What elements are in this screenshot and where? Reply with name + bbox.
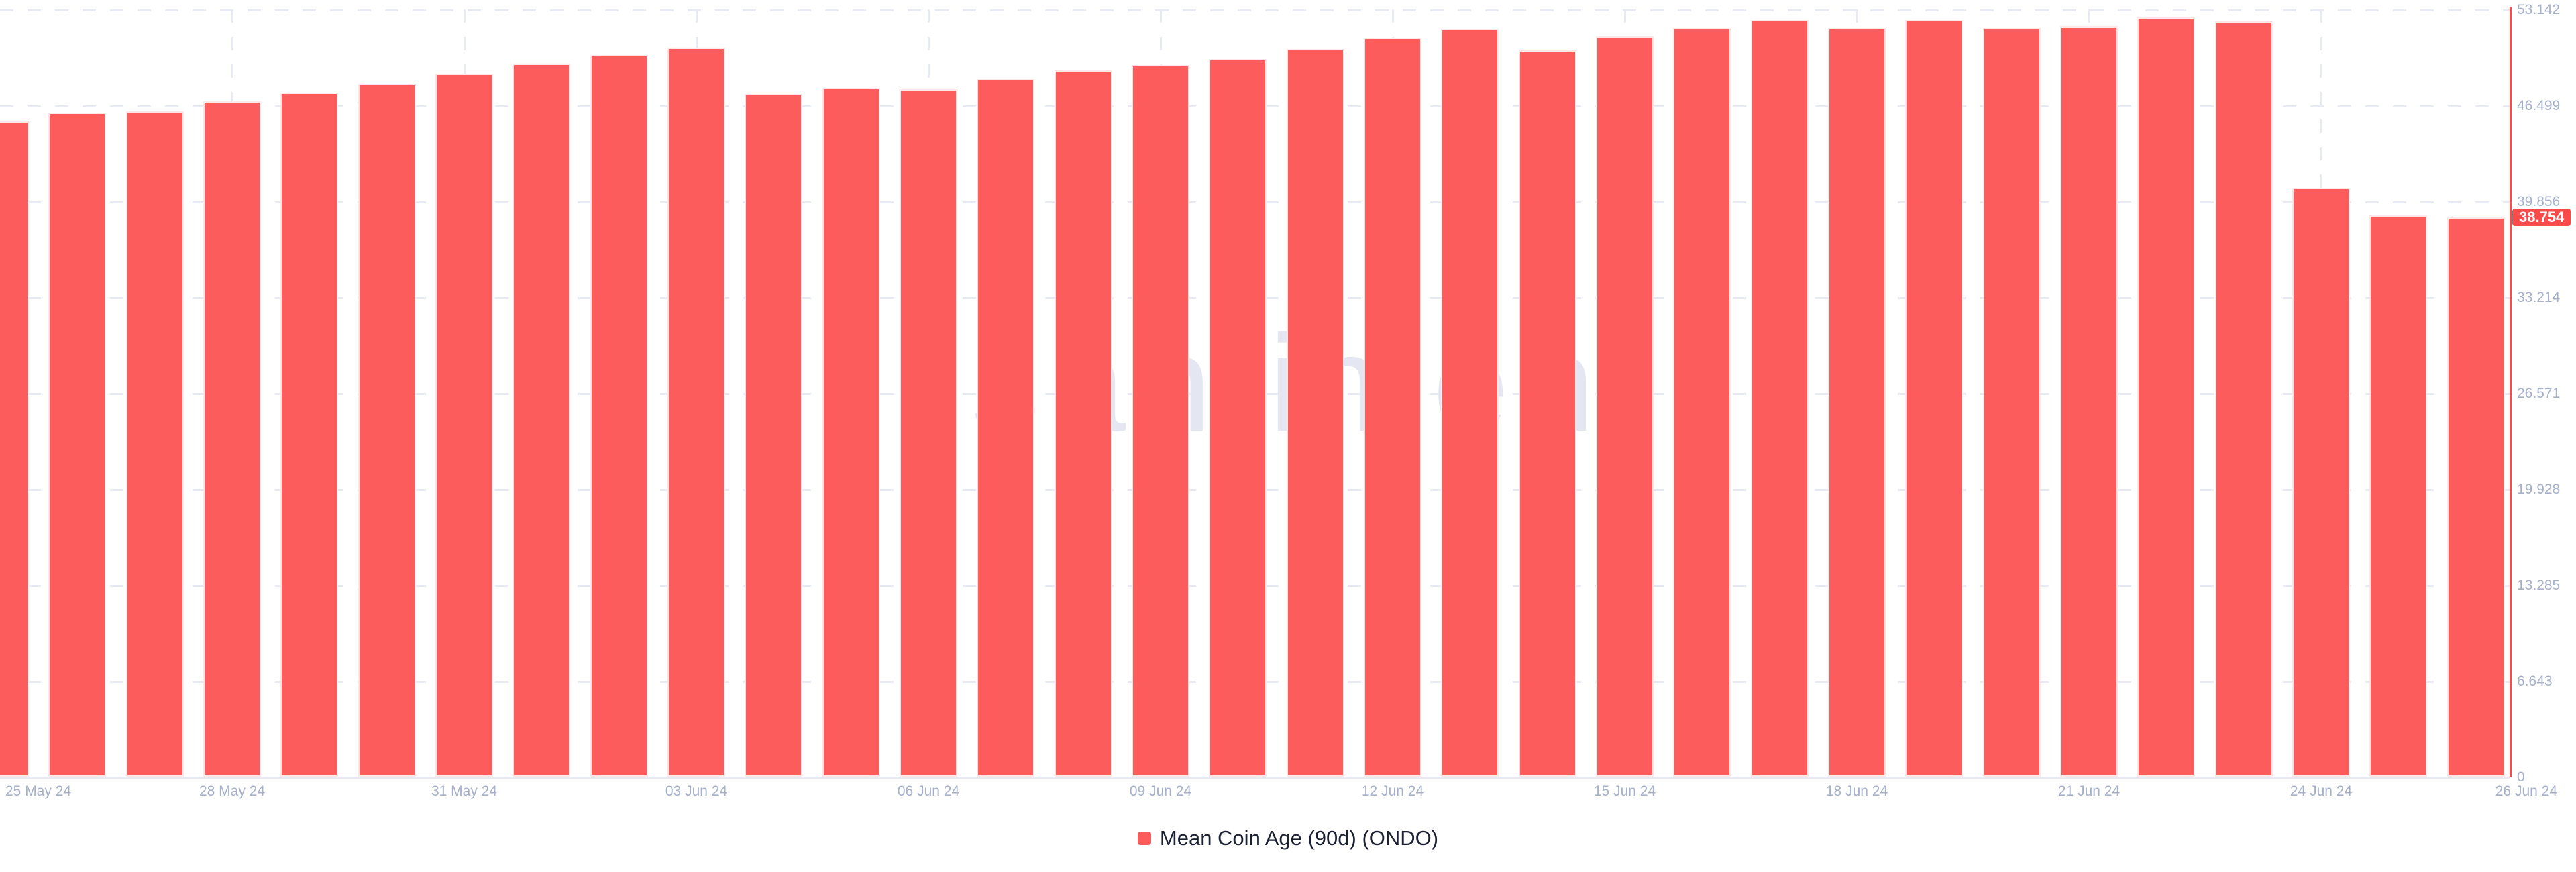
bar-26-jun-24[interactable] — [2447, 217, 2505, 777]
x-axis-tick-label: 12 Jun 24 — [1361, 783, 1424, 799]
y-axis-tick-label: 39.856 — [2517, 194, 2561, 209]
bar-07-jun-24[interactable] — [977, 79, 1034, 777]
bar-28-may-24[interactable] — [203, 101, 261, 777]
y-axis-tick-label: 6.643 — [2517, 673, 2553, 689]
bar-04-jun-24[interactable] — [745, 94, 802, 777]
bar-09-jun-24[interactable] — [1132, 65, 1189, 777]
y-axis-tick-label: 0 — [2517, 769, 2525, 785]
x-axis-tick-label: 18 Jun 24 — [1825, 783, 1888, 799]
bar-26-may-24[interactable] — [48, 113, 106, 777]
bar-30-may-24[interactable] — [358, 84, 416, 777]
bar-12-jun-24[interactable] — [1364, 38, 1421, 777]
bar-23-jun-24[interactable] — [2215, 21, 2273, 777]
y-axis-tick-label: 26.571 — [2517, 386, 2561, 401]
bar-03-jun-24[interactable] — [667, 48, 725, 777]
bar-18-jun-24[interactable] — [1828, 28, 1886, 777]
y-axis-tick-label: 33.214 — [2517, 290, 2561, 305]
bar-17-jun-24[interactable] — [1751, 20, 1809, 777]
bar-22-jun-24[interactable] — [2137, 17, 2195, 777]
y-axis-tick-label: 53.142 — [2517, 2, 2561, 17]
bar-15-jun-24[interactable] — [1596, 36, 1654, 777]
x-axis-tick-label: 24 Jun 24 — [2290, 783, 2353, 799]
x-axis-tick-label: 03 Jun 24 — [665, 783, 728, 799]
bar-08-jun-24[interactable] — [1055, 70, 1112, 777]
x-axis-tick-label: 25 May 24 — [5, 783, 72, 799]
x-axis-baseline — [0, 777, 2510, 779]
y-axis-tick-label: 13.285 — [2517, 578, 2561, 593]
x-axis-tick-label: 28 May 24 — [199, 783, 266, 799]
bar-20-jun-24[interactable] — [1983, 28, 2041, 777]
bar-10-jun-24[interactable] — [1209, 59, 1267, 777]
x-axis-tick-label: 15 Jun 24 — [1593, 783, 1656, 799]
bar-11-jun-24[interactable] — [1287, 49, 1344, 777]
bar-29-may-24[interactable] — [280, 93, 338, 777]
current-value-badge: 38.754 — [2512, 209, 2571, 226]
bar-01-jun-24[interactable] — [513, 64, 570, 777]
x-axis-tick-label: 06 Jun 24 — [897, 783, 960, 799]
bar-27-may-24[interactable] — [126, 111, 184, 777]
y-axis-line — [2510, 7, 2512, 777]
legend-item-mean-coin-age[interactable]: Mean Coin Age (90d) (ONDO) — [0, 826, 2576, 851]
y-axis-tick-label: 46.499 — [2517, 98, 2561, 113]
y-axis-tick-label: 19.928 — [2517, 482, 2561, 497]
bar-06-jun-24[interactable] — [900, 89, 957, 777]
bar-21-jun-24[interactable] — [2060, 26, 2118, 777]
bar-14-jun-24[interactable] — [1519, 50, 1576, 777]
bar-25-jun-24[interactable] — [2369, 215, 2427, 777]
x-axis-tick-label: 26 Jun 24 — [2495, 783, 2557, 799]
bar-25-may-24[interactable] — [0, 121, 29, 777]
bar-24-jun-24[interactable] — [2292, 188, 2350, 777]
bar-13-jun-24[interactable] — [1441, 29, 1499, 777]
bar-19-jun-24[interactable] — [1905, 20, 1963, 777]
legend-label: Mean Coin Age (90d) (ONDO) — [1159, 826, 1439, 850]
x-axis-tick-label: 31 May 24 — [431, 783, 498, 799]
bar-02-jun-24[interactable] — [590, 55, 648, 777]
x-axis-tick-label: 21 Jun 24 — [2057, 783, 2121, 799]
bar-31-may-24[interactable] — [435, 74, 493, 777]
x-axis-tick-label: 09 Jun 24 — [1129, 783, 1192, 799]
bar-05-jun-24[interactable] — [822, 88, 880, 777]
legend-swatch — [1137, 832, 1151, 845]
horizontal-gridline — [0, 9, 2510, 11]
bar-16-jun-24[interactable] — [1673, 28, 1731, 777]
